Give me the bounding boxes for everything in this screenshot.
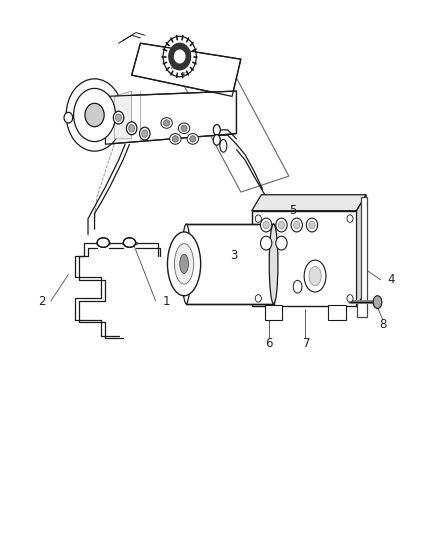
Ellipse shape (129, 125, 135, 132)
Ellipse shape (261, 218, 272, 232)
Ellipse shape (74, 88, 116, 142)
Ellipse shape (161, 118, 172, 128)
Polygon shape (132, 43, 241, 96)
Ellipse shape (127, 122, 137, 135)
Ellipse shape (140, 127, 150, 140)
Ellipse shape (66, 79, 123, 151)
Ellipse shape (187, 134, 198, 144)
Ellipse shape (309, 221, 315, 229)
Polygon shape (252, 195, 366, 211)
Ellipse shape (163, 120, 170, 126)
Ellipse shape (180, 254, 188, 273)
Ellipse shape (169, 43, 191, 70)
Ellipse shape (373, 296, 382, 309)
Ellipse shape (276, 218, 287, 232)
Ellipse shape (182, 224, 191, 304)
Ellipse shape (347, 215, 353, 222)
Ellipse shape (213, 125, 220, 135)
Text: 4: 4 (388, 273, 395, 286)
Ellipse shape (291, 218, 302, 232)
Ellipse shape (263, 221, 269, 229)
Ellipse shape (213, 135, 220, 146)
Text: 6: 6 (265, 337, 273, 350)
Polygon shape (106, 91, 237, 144)
Ellipse shape (276, 236, 287, 250)
Text: 5: 5 (290, 204, 297, 217)
Ellipse shape (269, 224, 278, 304)
Ellipse shape (181, 125, 187, 132)
Text: ABS: ABS (170, 64, 181, 70)
Ellipse shape (255, 215, 261, 222)
Ellipse shape (64, 112, 73, 123)
Ellipse shape (116, 114, 122, 122)
Text: 7: 7 (303, 337, 310, 350)
Bar (265, 305, 283, 320)
Ellipse shape (178, 123, 190, 134)
Ellipse shape (142, 130, 148, 138)
Text: ABS: ABS (180, 72, 188, 76)
Ellipse shape (293, 280, 302, 293)
Polygon shape (114, 91, 132, 139)
Ellipse shape (304, 260, 326, 292)
Ellipse shape (170, 134, 181, 144)
Ellipse shape (190, 136, 196, 142)
Ellipse shape (309, 266, 321, 286)
Polygon shape (357, 195, 366, 306)
Ellipse shape (293, 221, 300, 229)
Ellipse shape (163, 36, 196, 77)
Polygon shape (184, 70, 289, 192)
Ellipse shape (174, 244, 194, 284)
Ellipse shape (255, 295, 261, 302)
Ellipse shape (306, 218, 318, 232)
Bar (328, 305, 346, 320)
Bar (186, 224, 274, 304)
Text: 3: 3 (230, 249, 238, 262)
Ellipse shape (174, 50, 185, 63)
Ellipse shape (113, 111, 124, 124)
Text: 8: 8 (379, 319, 386, 332)
Ellipse shape (261, 236, 272, 250)
Ellipse shape (347, 295, 353, 302)
Bar (252, 211, 357, 306)
Ellipse shape (220, 140, 227, 152)
Ellipse shape (124, 238, 136, 247)
Ellipse shape (172, 136, 178, 142)
Ellipse shape (167, 232, 201, 296)
Polygon shape (357, 197, 367, 317)
Ellipse shape (279, 221, 285, 229)
Ellipse shape (97, 238, 110, 247)
Ellipse shape (85, 103, 104, 127)
Text: 2: 2 (39, 295, 46, 308)
Text: 1: 1 (163, 295, 170, 308)
